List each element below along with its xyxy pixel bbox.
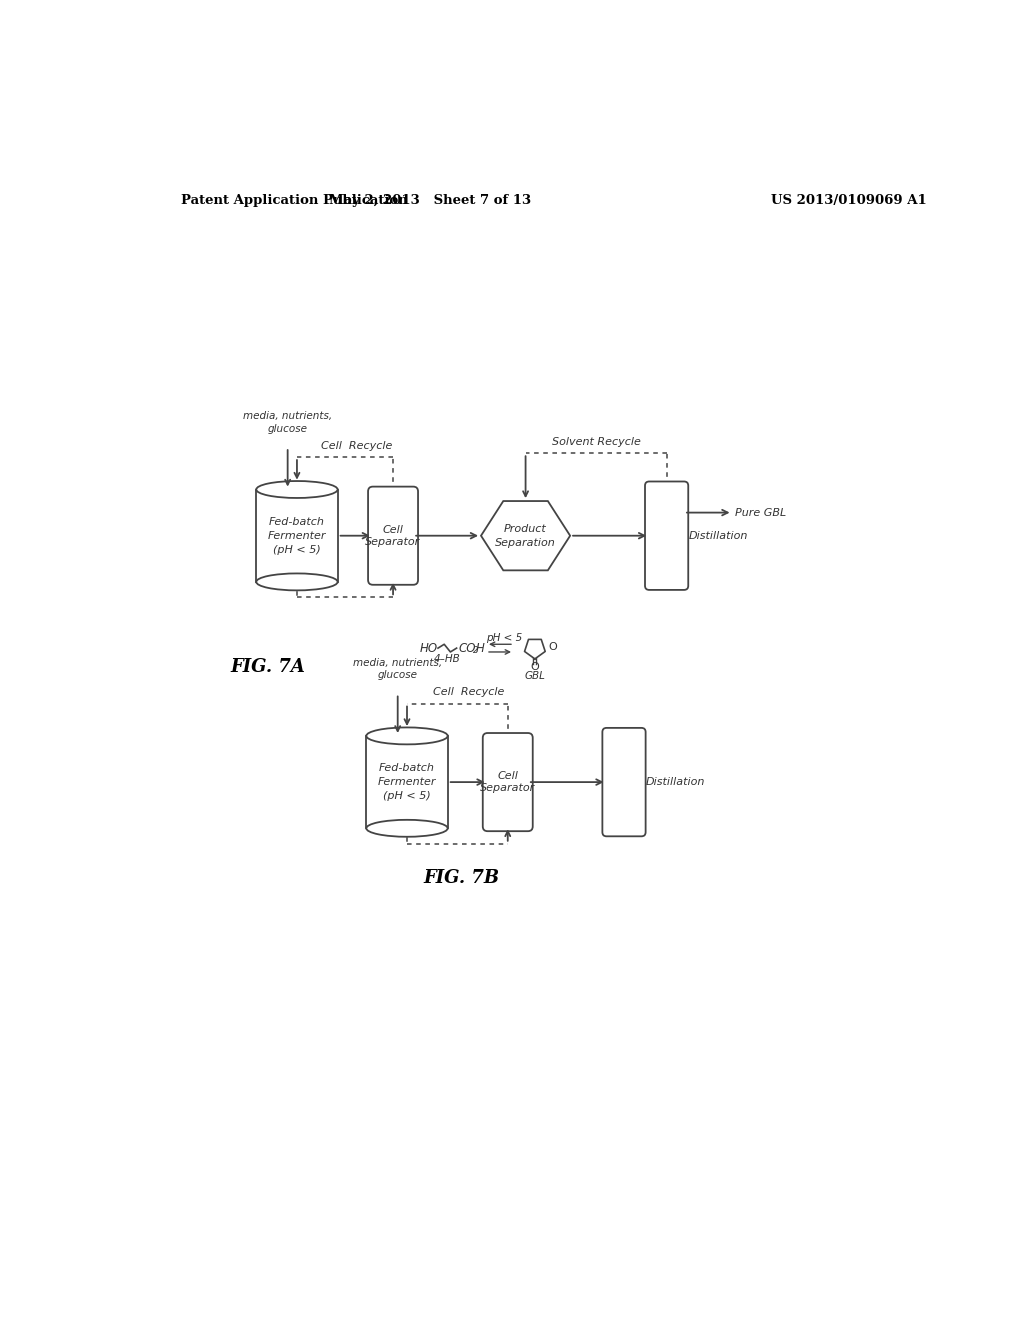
Text: Fermenter: Fermenter bbox=[267, 531, 327, 541]
Ellipse shape bbox=[367, 820, 447, 837]
Text: Separator: Separator bbox=[480, 783, 536, 793]
Ellipse shape bbox=[367, 727, 447, 744]
Text: US 2013/0109069 A1: US 2013/0109069 A1 bbox=[771, 194, 927, 207]
Text: media, nutrients,: media, nutrients, bbox=[353, 657, 442, 668]
Text: HO: HO bbox=[420, 642, 438, 655]
Text: H: H bbox=[476, 642, 484, 655]
Text: glucose: glucose bbox=[378, 671, 418, 680]
FancyBboxPatch shape bbox=[368, 487, 418, 585]
Text: Cell  Recycle: Cell Recycle bbox=[321, 441, 392, 451]
Text: glucose: glucose bbox=[267, 424, 307, 434]
Text: May 2, 2013   Sheet 7 of 13: May 2, 2013 Sheet 7 of 13 bbox=[329, 194, 531, 207]
Text: Separation: Separation bbox=[496, 537, 556, 548]
Text: CO: CO bbox=[458, 642, 476, 655]
Text: O: O bbox=[530, 661, 540, 672]
Ellipse shape bbox=[256, 480, 338, 498]
Text: pH < 5: pH < 5 bbox=[485, 634, 522, 643]
FancyBboxPatch shape bbox=[482, 733, 532, 832]
Text: Distillation: Distillation bbox=[689, 531, 749, 541]
Text: Product: Product bbox=[504, 524, 547, 533]
Text: O: O bbox=[548, 642, 557, 652]
Text: 2: 2 bbox=[473, 645, 478, 655]
Text: (pH < 5): (pH < 5) bbox=[273, 545, 321, 554]
Text: Solvent Recycle: Solvent Recycle bbox=[552, 437, 641, 447]
FancyBboxPatch shape bbox=[645, 482, 688, 590]
Polygon shape bbox=[481, 502, 570, 570]
Text: Fed-batch: Fed-batch bbox=[379, 763, 435, 774]
Text: Pure GBL: Pure GBL bbox=[735, 508, 786, 517]
Text: Cell: Cell bbox=[383, 524, 403, 535]
Text: 4–HB: 4–HB bbox=[434, 653, 461, 664]
Text: Cell  Recycle: Cell Recycle bbox=[433, 688, 505, 697]
Text: Separator: Separator bbox=[366, 537, 421, 546]
Text: GBL: GBL bbox=[524, 671, 546, 681]
Text: media, nutrients,: media, nutrients, bbox=[243, 412, 332, 421]
Text: Cell: Cell bbox=[498, 771, 518, 781]
Text: Fermenter: Fermenter bbox=[378, 777, 436, 787]
Text: Fed-batch: Fed-batch bbox=[269, 517, 325, 527]
Text: (pH < 5): (pH < 5) bbox=[383, 791, 431, 801]
Text: Patent Application Publication: Patent Application Publication bbox=[180, 194, 408, 207]
Text: FIG. 7B: FIG. 7B bbox=[423, 870, 500, 887]
FancyBboxPatch shape bbox=[602, 727, 645, 837]
Text: Distillation: Distillation bbox=[646, 777, 706, 787]
Text: FIG. 7A: FIG. 7A bbox=[230, 657, 305, 676]
Ellipse shape bbox=[256, 573, 338, 590]
